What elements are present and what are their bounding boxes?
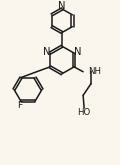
Text: N: N — [74, 47, 81, 57]
Text: NH: NH — [88, 67, 101, 76]
Text: HO: HO — [78, 109, 91, 117]
Text: F: F — [17, 101, 23, 110]
Text: N: N — [58, 0, 66, 11]
Text: N: N — [43, 47, 50, 57]
